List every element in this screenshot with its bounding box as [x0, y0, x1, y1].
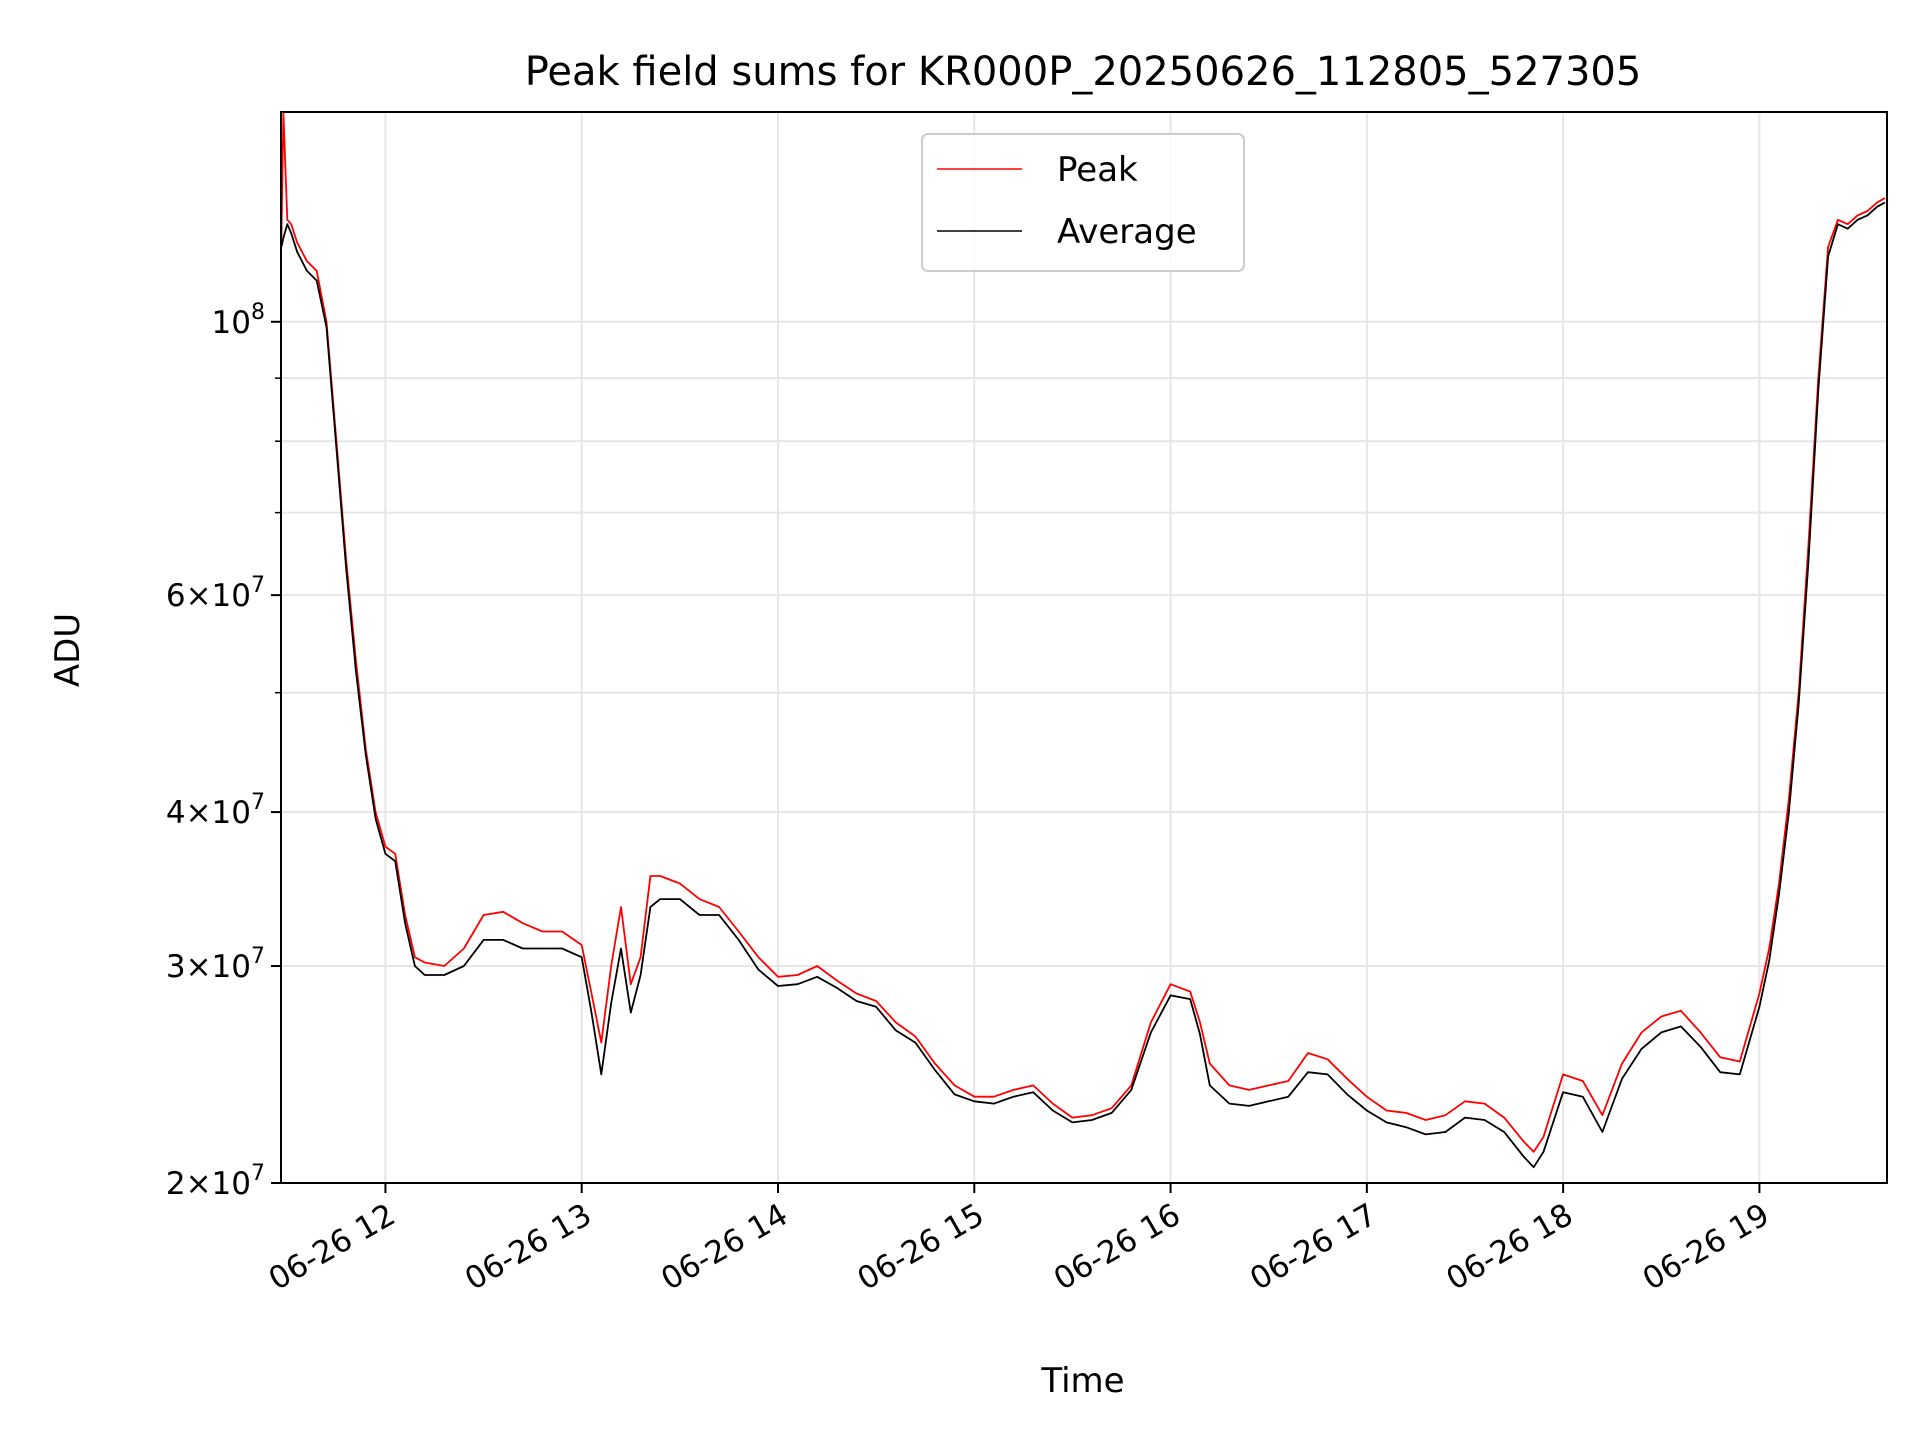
y-tick-label: 4×107 [166, 790, 265, 831]
series-line-average [280, 201, 1886, 1169]
y-tick-label: 3×107 [166, 944, 265, 985]
x-axis-label: Time [1040, 1361, 1124, 1401]
y-tick-label: 2×107 [166, 1161, 265, 1202]
series-group [280, 111, 1886, 1169]
legend-peak-label: Peak [1057, 150, 1138, 190]
legend-average-label: Average [1057, 212, 1197, 252]
plot-frame [280, 111, 1888, 1184]
grid [281, 112, 1887, 1184]
legend: Peak Average [921, 133, 1245, 272]
y-tick-label: 6×107 [166, 573, 265, 614]
chart-title: Peak field sums for KR000P_20250626_1128… [525, 49, 1642, 95]
y-axis-label: ADU [48, 613, 88, 687]
series-line-peak [280, 111, 1886, 1153]
y-tick-label: 108 [212, 300, 265, 341]
